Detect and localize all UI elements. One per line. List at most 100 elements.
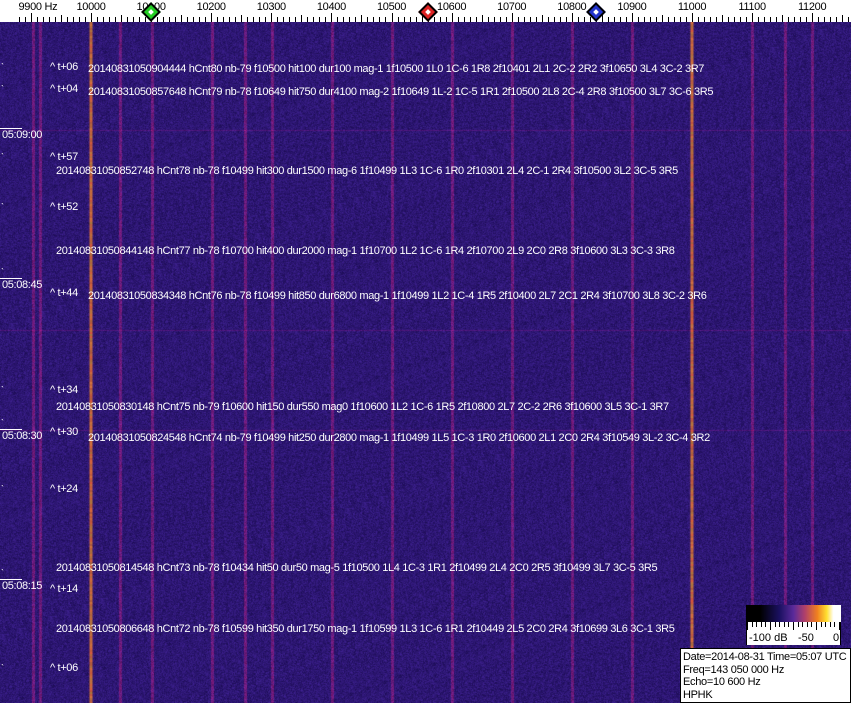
axis-tick bbox=[229, 17, 231, 22]
axis-tick bbox=[692, 13, 693, 22]
axis-tick bbox=[133, 17, 135, 22]
axis-tick bbox=[830, 17, 832, 22]
axis-tick bbox=[463, 17, 465, 22]
axis-tick bbox=[722, 15, 724, 22]
axis-tick bbox=[343, 17, 345, 22]
axis-tick bbox=[253, 17, 255, 22]
time-offset-label: ^ t+24 bbox=[50, 483, 78, 495]
detection-record: 20140831050834348 hCnt76 nb-78 f10499 hi… bbox=[88, 290, 707, 302]
axis-tick bbox=[836, 17, 838, 22]
event-tick: ` bbox=[1, 568, 4, 578]
axis-tick bbox=[728, 17, 730, 22]
axis-tick-label: 10400 bbox=[316, 1, 346, 13]
time-label: 05:08:30 bbox=[2, 430, 43, 442]
colorbar-tick bbox=[788, 622, 790, 627]
colorbar-tick bbox=[825, 622, 827, 627]
time-offset-label: ^ t+30 bbox=[50, 426, 78, 438]
axis-tick bbox=[806, 17, 808, 22]
axis-tick bbox=[127, 17, 129, 22]
time-label: 05:08:45 bbox=[2, 279, 43, 291]
axis-tick bbox=[175, 17, 177, 22]
axis-tick bbox=[704, 17, 706, 22]
axis-tick bbox=[139, 17, 141, 22]
axis-tick bbox=[24, 17, 26, 22]
axis-tick bbox=[661, 15, 663, 22]
axis-tick bbox=[397, 17, 399, 22]
axis-tick bbox=[782, 15, 784, 22]
colorbar-tick bbox=[834, 622, 836, 627]
colorbar bbox=[746, 605, 841, 622]
time-offset-label: ^ t+44 bbox=[50, 287, 78, 299]
axis-tick bbox=[583, 17, 585, 22]
axis-tick bbox=[673, 17, 675, 22]
axis-tick-label: 10900 bbox=[617, 1, 647, 13]
info-date: Date=2014-08-31 Time=05:07 UTC bbox=[683, 651, 847, 663]
axis-tick bbox=[289, 17, 291, 22]
event-tick: ` bbox=[1, 663, 4, 673]
axis-tick bbox=[373, 17, 375, 22]
axis-tick bbox=[451, 13, 453, 22]
axis-tick bbox=[511, 13, 513, 22]
axis-tick bbox=[541, 15, 543, 22]
time-label: 05:08:15 bbox=[2, 580, 43, 592]
axis-tick bbox=[607, 17, 609, 22]
time-offset-label: ^ t+06 bbox=[50, 662, 78, 674]
axis-tick bbox=[746, 17, 748, 22]
axis-tick bbox=[97, 17, 98, 22]
detection-record: 20140831050824548 hCnt74 nb-79 f10499 hi… bbox=[88, 432, 710, 444]
axis-tick bbox=[752, 13, 754, 22]
axis-tick bbox=[247, 17, 249, 22]
axis-tick-label: 10800 bbox=[557, 1, 587, 13]
colorbar-tick bbox=[793, 622, 794, 630]
colorbar-scale: -100 dB -50 0 bbox=[746, 622, 841, 645]
colorbar-tick bbox=[839, 622, 840, 630]
colorbar-tick bbox=[760, 622, 762, 627]
axis-tick bbox=[199, 17, 201, 22]
axis-tick bbox=[577, 17, 579, 22]
axis-tick bbox=[619, 17, 621, 22]
colorbar-tick bbox=[779, 622, 781, 627]
event-tick: ` bbox=[1, 152, 4, 162]
axis-tick bbox=[421, 15, 423, 22]
axis-tick bbox=[818, 17, 820, 22]
axis-tick bbox=[842, 15, 844, 22]
detection-record: 20140831050857648 hCnt79 nb-78 f10649 hi… bbox=[88, 86, 714, 98]
axis-tick bbox=[145, 17, 147, 22]
axis-tick bbox=[283, 17, 285, 22]
axis-tick bbox=[241, 15, 243, 22]
colorbar-tick bbox=[811, 622, 813, 627]
time-gridline bbox=[0, 128, 22, 129]
axis-tick bbox=[325, 17, 327, 22]
axis-tick bbox=[716, 17, 718, 22]
axis-tick bbox=[685, 17, 687, 22]
axis-tick bbox=[637, 17, 639, 22]
time-offset-label: ^ t+14 bbox=[50, 583, 78, 595]
axis-tick bbox=[403, 17, 405, 22]
axis-tick bbox=[764, 17, 766, 22]
colorbar-tick bbox=[829, 622, 831, 627]
axis-tick-label: 11000 bbox=[677, 1, 707, 13]
axis-tick bbox=[337, 17, 339, 22]
info-freq: Freq=143 050 000 Hz bbox=[683, 663, 785, 676]
axis-tick bbox=[475, 17, 477, 22]
detection-record: 20140831050806648 hCnt72 nb-78 f10599 hi… bbox=[56, 623, 675, 635]
axis-tick bbox=[181, 15, 183, 22]
axis-tick-label: 11100 bbox=[738, 1, 766, 13]
axis-tick bbox=[271, 13, 273, 22]
info-box: Date=2014-08-31 Time=05:07 UTC Freq=143 … bbox=[680, 648, 851, 703]
time-offset-label: ^ t+34 bbox=[50, 384, 78, 396]
axis-tick bbox=[529, 17, 531, 22]
axis-tick bbox=[445, 17, 447, 22]
axis-tick bbox=[679, 17, 681, 22]
axis-tick bbox=[758, 17, 760, 22]
axis-tick bbox=[770, 17, 772, 22]
axis-tick bbox=[361, 15, 363, 22]
time-gridline bbox=[0, 579, 22, 580]
time-offset-label: ^ t+52 bbox=[50, 201, 78, 213]
time-offset-label: ^ t+57 bbox=[50, 151, 78, 163]
axis-tick bbox=[223, 17, 225, 22]
time-gridline bbox=[0, 429, 22, 430]
event-tick: ` bbox=[1, 202, 4, 212]
axis-tick bbox=[469, 17, 471, 22]
axis-tick bbox=[505, 17, 507, 22]
